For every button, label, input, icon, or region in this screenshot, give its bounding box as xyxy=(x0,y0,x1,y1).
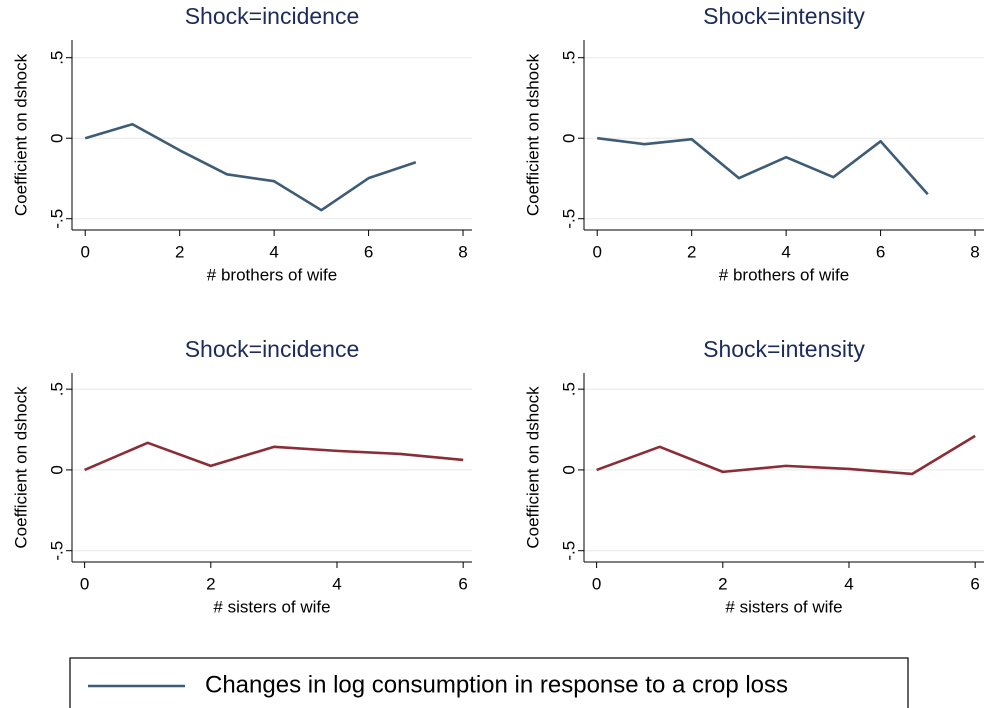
x-tick-label: 2 xyxy=(718,574,727,593)
y-tick-label: 0 xyxy=(47,465,66,474)
y-axis-label: Coefficient on dshock xyxy=(523,53,542,216)
data-line xyxy=(597,136,929,196)
panel-title: Shock=intensity xyxy=(703,336,865,362)
y-tick-label: -.5 xyxy=(47,541,66,561)
x-axis-label: # brothers of wife xyxy=(207,265,337,284)
legend-label: Changes in log consumption in response t… xyxy=(205,671,788,698)
x-axis-label: # sisters of wife xyxy=(213,597,330,616)
data-line xyxy=(596,434,976,476)
x-tick-label: 2 xyxy=(175,242,184,261)
x-axis-label: # sisters of wife xyxy=(725,597,842,616)
y-tick-label: .5 xyxy=(559,51,578,65)
x-tick-label: 6 xyxy=(970,574,979,593)
y-tick-label: -.5 xyxy=(559,209,578,229)
panel-title: Shock=incidence xyxy=(185,336,360,362)
x-tick-label: 6 xyxy=(458,574,467,593)
y-tick-label: -.5 xyxy=(559,541,578,561)
x-tick-label: 4 xyxy=(269,242,278,261)
y-axis-label: Coefficient on dshock xyxy=(523,386,542,549)
y-tick-label: 0 xyxy=(559,465,578,474)
data-line xyxy=(84,122,417,212)
y-tick-label: -.5 xyxy=(47,209,66,229)
y-tick-label: .5 xyxy=(47,51,66,65)
x-tick-label: 0 xyxy=(592,574,601,593)
x-tick-label: 4 xyxy=(844,574,853,593)
x-tick-label: 4 xyxy=(332,574,341,593)
legend-box xyxy=(69,657,909,708)
x-axis-label: # brothers of wife xyxy=(719,265,849,284)
y-axis-label: Coefficient on dshock xyxy=(11,386,30,549)
x-tick-label: 4 xyxy=(781,242,790,261)
x-tick-label: 8 xyxy=(970,242,979,261)
panel-title: Shock=intensity xyxy=(703,3,865,29)
y-tick-label: 0 xyxy=(559,133,578,142)
y-tick-label: 0 xyxy=(47,133,66,142)
x-tick-label: 2 xyxy=(687,242,696,261)
y-tick-label: .5 xyxy=(559,382,578,396)
x-tick-label: 6 xyxy=(364,242,373,261)
y-axis-label: Coefficient on dshock xyxy=(11,53,30,216)
x-tick-label: 0 xyxy=(80,242,89,261)
x-tick-label: 0 xyxy=(80,574,89,593)
x-tick-label: 0 xyxy=(592,242,601,261)
data-line xyxy=(84,441,464,472)
x-tick-label: 6 xyxy=(876,242,885,261)
x-tick-label: 8 xyxy=(458,242,467,261)
y-tick-label: .5 xyxy=(47,382,66,396)
panel-title: Shock=incidence xyxy=(185,3,360,29)
x-tick-label: 2 xyxy=(206,574,215,593)
